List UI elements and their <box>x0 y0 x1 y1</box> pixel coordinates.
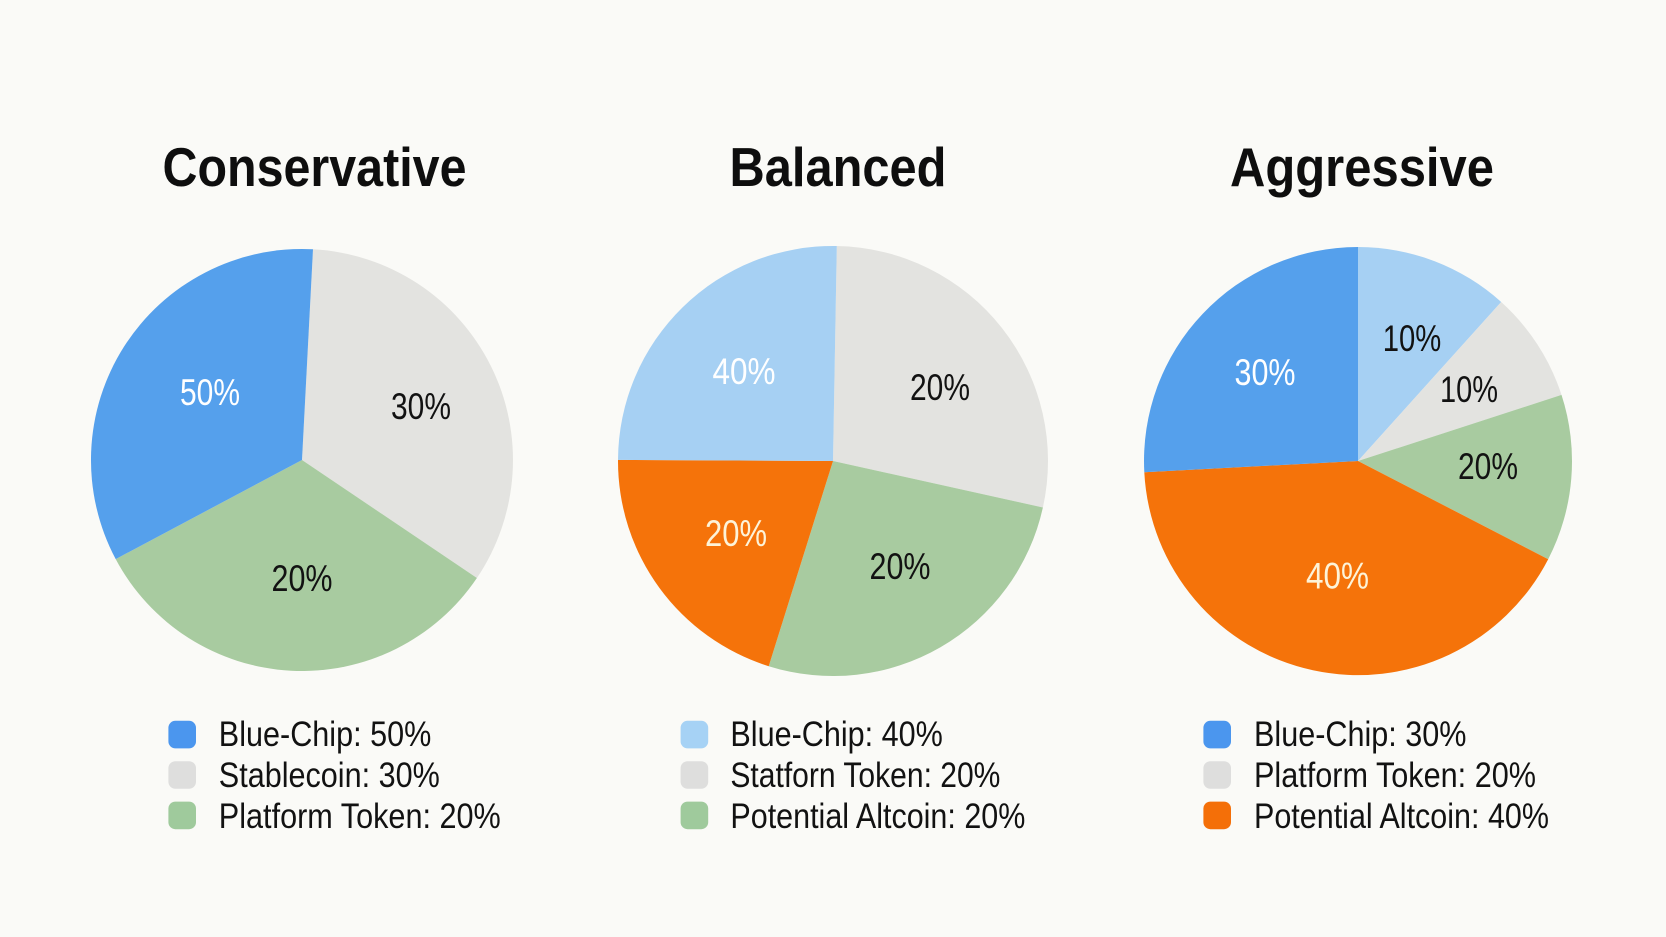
svg-text:Blue-Chip: 40%: Blue-Chip: 40% <box>730 715 943 754</box>
svg-text:30%: 30% <box>391 386 451 427</box>
svg-text:Blue-Chip: 50%: Blue-Chip: 50% <box>219 715 431 754</box>
svg-text:Platform Token: 20%: Platform Token: 20% <box>219 797 501 836</box>
svg-text:Potential Altcoin: 40%: Potential Altcoin: 40% <box>1254 797 1549 836</box>
svg-text:Blue-Chip: 30%: Blue-Chip: 30% <box>1254 715 1467 754</box>
svg-text:10%: 10% <box>1440 369 1498 410</box>
svg-text:Statforn Token: 20%: Statforn Token: 20% <box>730 756 1000 795</box>
svg-text:10%: 10% <box>1383 318 1442 359</box>
svg-text:Aggressive: Aggressive <box>1230 136 1494 198</box>
svg-text:20%: 20% <box>1458 446 1518 487</box>
svg-text:Platform Token: 20%: Platform Token: 20% <box>1254 756 1536 795</box>
svg-text:20%: 20% <box>705 513 767 554</box>
svg-text:20%: 20% <box>870 546 931 587</box>
svg-text:30%: 30% <box>1235 352 1296 393</box>
svg-text:Balanced: Balanced <box>730 136 947 198</box>
svg-text:20%: 20% <box>272 558 333 599</box>
svg-text:50%: 50% <box>180 372 240 413</box>
svg-text:Conservative: Conservative <box>163 136 467 198</box>
svg-text:40%: 40% <box>1306 556 1369 597</box>
svg-text:Potential Altcoin: 20%: Potential Altcoin: 20% <box>730 797 1025 836</box>
svg-text:20%: 20% <box>910 367 970 408</box>
svg-text:Stablecoin: 30%: Stablecoin: 30% <box>219 756 440 795</box>
svg-text:40%: 40% <box>713 351 776 392</box>
